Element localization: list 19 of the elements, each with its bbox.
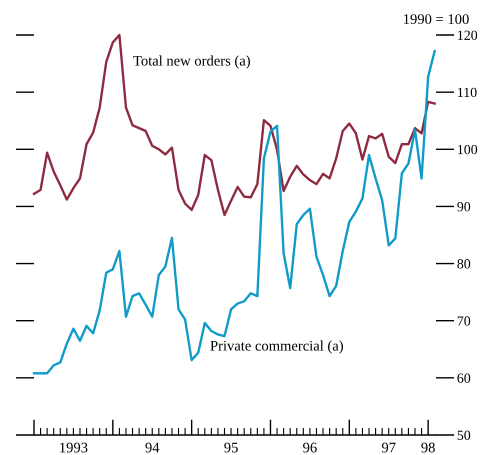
y-tick-label: 120	[458, 30, 478, 40]
y-axis-title: 1990 = 100	[404, 14, 469, 24]
y-tick-label: 50	[458, 430, 470, 440]
y-tick-label: 90	[457, 202, 470, 212]
x-tick-label: 97	[382, 442, 396, 452]
y-tick-label: 70	[458, 316, 470, 326]
x-tick-label: 95	[224, 442, 238, 452]
series-label: Private commercial (a)	[210, 340, 343, 354]
x-tick-label: 94	[145, 442, 160, 452]
series-label: Total new orders (a)	[133, 55, 250, 69]
x-tick-label: 96	[303, 442, 317, 452]
x-tick-label: 98	[421, 442, 435, 452]
x-tick-label: 1993	[60, 442, 88, 452]
y-tick-label: 110	[458, 88, 477, 98]
line-series	[32, 34, 436, 216]
y-tick-label: 80	[457, 259, 470, 269]
y-tick-label: 60	[457, 373, 470, 383]
y-tick-label: 100	[458, 144, 478, 154]
line-series	[32, 50, 436, 374]
